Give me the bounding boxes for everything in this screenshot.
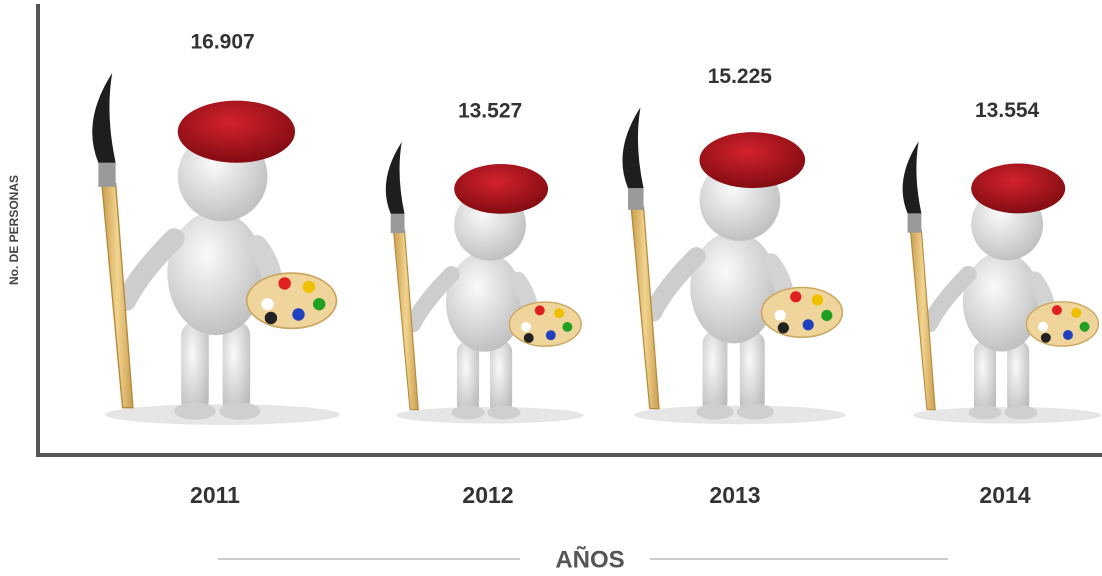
foot bbox=[174, 402, 216, 420]
value-label: 16.907 bbox=[190, 31, 254, 54]
paint bbox=[545, 330, 556, 341]
paint bbox=[1051, 305, 1062, 316]
paint bbox=[821, 309, 833, 322]
paint bbox=[312, 297, 326, 311]
brush-ferrule bbox=[907, 213, 922, 233]
brush-bristles bbox=[92, 72, 116, 163]
paint bbox=[1079, 321, 1090, 332]
leg bbox=[456, 340, 480, 416]
brush-bristles bbox=[622, 107, 644, 189]
leg bbox=[490, 340, 513, 416]
paint bbox=[1040, 332, 1051, 343]
foot bbox=[451, 405, 485, 420]
torso bbox=[167, 211, 264, 336]
brush-ferrule bbox=[628, 188, 644, 210]
paint bbox=[278, 277, 291, 290]
leg bbox=[181, 321, 209, 415]
paint bbox=[261, 297, 274, 311]
paint bbox=[534, 305, 545, 316]
paint bbox=[1062, 330, 1073, 341]
paint bbox=[1071, 307, 1082, 318]
paint bbox=[562, 321, 573, 332]
foot bbox=[736, 404, 775, 420]
brush-bristles bbox=[902, 141, 922, 214]
foot bbox=[487, 405, 521, 420]
paint bbox=[264, 311, 278, 325]
arm bbox=[404, 266, 460, 333]
paint bbox=[523, 332, 534, 343]
value-label: 13.554 bbox=[975, 99, 1040, 122]
y-axis-label: No. DE PERSONAS bbox=[7, 175, 21, 285]
paint bbox=[554, 308, 565, 319]
brush-ferrule bbox=[98, 162, 116, 187]
beret bbox=[454, 164, 549, 214]
value-label: 15.225 bbox=[708, 65, 773, 88]
figure bbox=[902, 141, 1102, 424]
figure bbox=[622, 107, 846, 425]
paint bbox=[1038, 321, 1049, 332]
leg bbox=[702, 331, 728, 415]
foot bbox=[696, 404, 734, 420]
torso bbox=[690, 231, 778, 344]
arm bbox=[115, 228, 185, 312]
x-tick-label: 2013 bbox=[709, 482, 760, 508]
leg bbox=[973, 340, 997, 416]
brush-ferrule bbox=[390, 213, 405, 234]
beret bbox=[971, 163, 1066, 214]
x-tick-label: 2014 bbox=[979, 482, 1030, 508]
paint bbox=[811, 294, 824, 306]
beret bbox=[699, 132, 806, 189]
paint bbox=[777, 322, 789, 334]
leg bbox=[1007, 340, 1030, 416]
paint bbox=[302, 280, 316, 294]
torso bbox=[445, 252, 524, 352]
foot bbox=[1004, 405, 1038, 420]
paint bbox=[802, 319, 814, 331]
torso bbox=[962, 252, 1041, 352]
foot bbox=[968, 405, 1002, 420]
paint bbox=[520, 321, 531, 332]
paint bbox=[790, 291, 802, 303]
beret bbox=[177, 100, 296, 163]
brush-bristles bbox=[385, 141, 405, 214]
paint bbox=[292, 308, 305, 321]
x-axis-label: AÑOS bbox=[555, 545, 624, 573]
arm bbox=[921, 265, 977, 333]
figure bbox=[92, 72, 340, 425]
leg bbox=[739, 331, 765, 415]
figure bbox=[385, 141, 584, 424]
x-tick-label: 2011 bbox=[190, 482, 240, 508]
arm bbox=[643, 247, 706, 322]
paint bbox=[774, 309, 786, 322]
x-tick-label: 2012 bbox=[462, 482, 513, 508]
value-label: 13.527 bbox=[458, 100, 522, 123]
foot bbox=[219, 402, 261, 420]
leg bbox=[222, 321, 251, 415]
